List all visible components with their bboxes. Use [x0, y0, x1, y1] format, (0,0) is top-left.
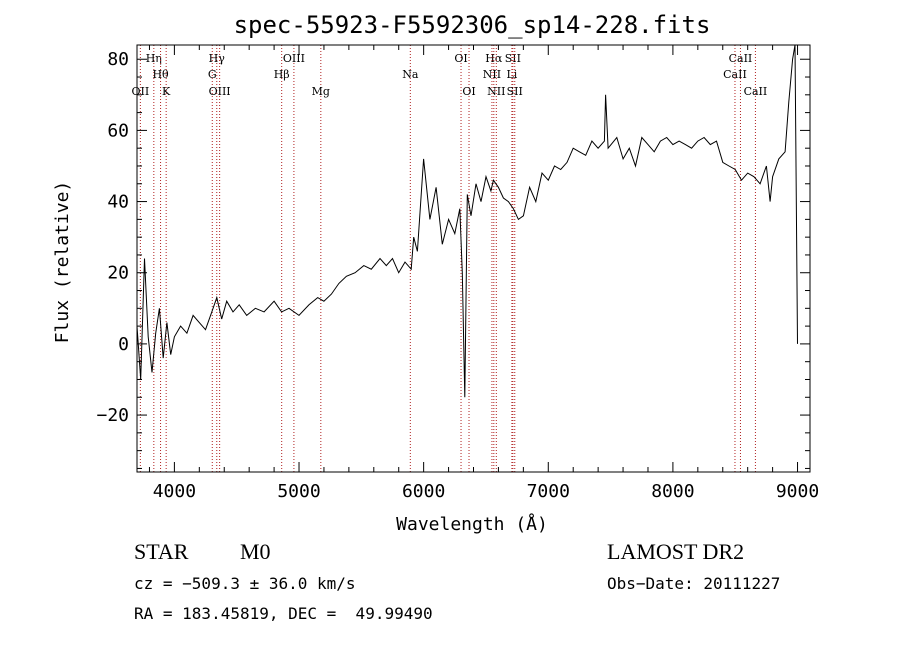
y-axis-label: Flux (relative) — [52, 181, 73, 344]
line-label: Mg — [312, 85, 330, 98]
x-tick-label: 9000 — [776, 481, 819, 502]
y-tick-label: 0 — [118, 334, 129, 355]
line-label: G — [208, 68, 217, 81]
line-label: Li — [506, 68, 517, 81]
coordinates: RA = 183.45819, DEC = 49.99490 — [134, 604, 433, 623]
line-label: CaII — [744, 85, 768, 98]
survey-name: LAMOST DR2 — [607, 539, 745, 564]
line-label: Hη — [146, 52, 162, 65]
y-tick-label: 40 — [107, 192, 129, 213]
plot-frame — [136, 44, 811, 473]
object-subclass: M0 — [240, 539, 271, 564]
line-label: OI — [462, 85, 475, 98]
y-tick-label: −20 — [96, 405, 129, 426]
x-tick-label: 6000 — [402, 481, 445, 502]
line-label: Hβ — [274, 68, 290, 81]
x-axis-label: Wavelength (Å) — [396, 513, 548, 535]
line-label: SII — [505, 52, 521, 65]
object-class: STAR — [134, 539, 189, 564]
spectrum-line — [136, 44, 798, 398]
observation-date: Obs−Date: 20111227 — [607, 574, 781, 593]
line-label: K — [162, 85, 171, 98]
x-tick-label: 8000 — [651, 481, 694, 502]
line-label: NII — [487, 85, 505, 98]
x-tick-label: 7000 — [527, 481, 570, 502]
line-label: NII — [483, 68, 501, 81]
line-label: Hα — [485, 52, 503, 65]
line-label: CaII — [723, 68, 747, 81]
line-label: CaII — [729, 52, 753, 65]
line-label: Na — [402, 68, 419, 81]
y-tick-label: 20 — [107, 263, 129, 284]
line-label: Hθ — [152, 68, 169, 81]
line-label: OIII — [283, 52, 305, 65]
line-label: OII — [132, 85, 150, 98]
line-label: OI — [454, 52, 467, 65]
redshift-cz: cz = −509.3 ± 36.0 km/s — [134, 574, 356, 593]
line-label: OIII — [209, 85, 231, 98]
x-tick-label: 4000 — [153, 481, 196, 502]
chart-title: spec-55923-F5592306_sp14-228.fits — [234, 11, 711, 39]
line-label: Hγ — [209, 52, 226, 65]
y-tick-label: 80 — [107, 49, 129, 70]
x-tick-label: 5000 — [277, 481, 320, 502]
line-label: SII — [507, 85, 523, 98]
y-tick-label: 60 — [107, 120, 129, 141]
